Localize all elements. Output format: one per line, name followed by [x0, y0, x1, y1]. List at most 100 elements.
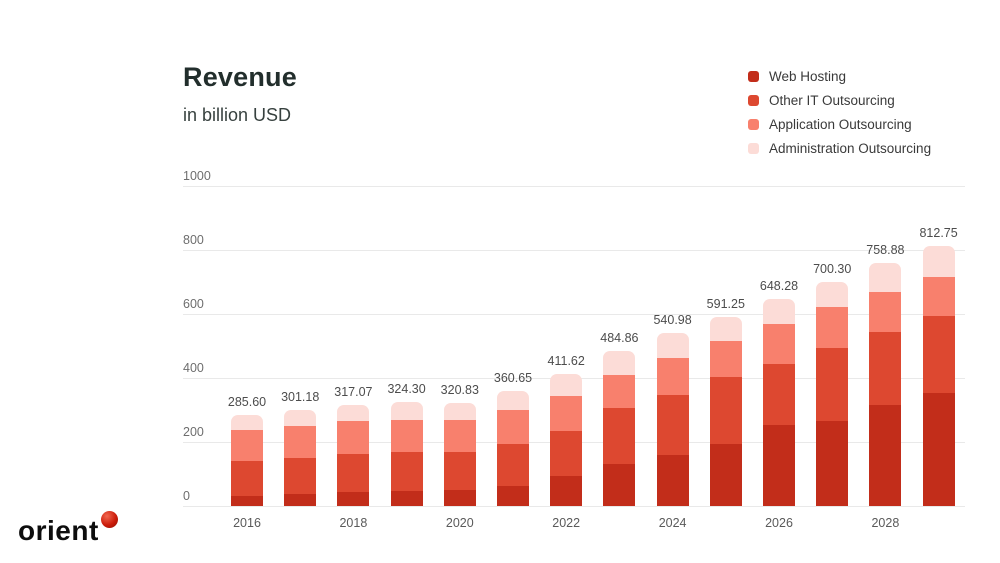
bar-segment-application-outsourcing: [603, 374, 636, 408]
bar-2023: [603, 350, 636, 506]
bar-segment-application-outsourcing: [816, 307, 849, 348]
bar-segment-other-it-outsourcing: [922, 315, 955, 393]
bar-total-label: 540.98: [653, 312, 692, 327]
bar-segment-application-outsourcing: [284, 426, 317, 458]
bar-segment-other-it-outsourcing: [869, 332, 902, 405]
bar-segment-other-it-outsourcing: [709, 377, 742, 444]
bar-2019: [390, 402, 423, 506]
bar-2017: [284, 409, 317, 506]
bar-total-label: 360.65: [493, 370, 533, 385]
bar-segment-other-it-outsourcing: [337, 453, 370, 492]
x-tick-label: 2022: [552, 516, 581, 530]
gridline: [183, 186, 965, 187]
bar-segment-other-it-outsourcing: [816, 347, 849, 421]
bar-total-label: 411.62: [547, 354, 585, 369]
gridline: [183, 314, 965, 315]
bar-total-label: 700.30: [813, 261, 852, 276]
bar-segment-application-outsourcing: [656, 357, 689, 395]
x-tick-label: 2016: [233, 516, 261, 530]
bar-2025: [709, 316, 742, 506]
legend: Web Hosting Other IT Outsourcing Applicati…: [748, 64, 931, 160]
bar-segment-other-it-outsourcing: [390, 451, 423, 491]
bar-segment-administration-outsourcing: [390, 402, 423, 420]
legend-item-administration-outsourcing: Administration Outsourcing: [748, 136, 931, 160]
bar-2020: [443, 403, 476, 506]
bar-total-label: 317.07: [334, 384, 373, 399]
y-tick-label: 400: [183, 361, 204, 375]
legend-item-application-outsourcing: Application Outsourcing: [748, 112, 931, 136]
page-title: Revenue: [183, 62, 297, 92]
legend-label: Other IT Outsourcing: [769, 92, 895, 108]
bar-segment-application-outsourcing: [337, 420, 370, 454]
legend-item-web-hosting: Web Hosting: [748, 64, 931, 88]
legend-swatch-icon: [748, 94, 759, 106]
bar-2029: [922, 245, 955, 506]
bar-segment-administration-outsourcing: [816, 281, 849, 307]
bar-2022: [550, 374, 583, 506]
bar-segment-application-outsourcing: [922, 277, 955, 316]
bar-total-label: 285.60: [227, 394, 267, 409]
bar-segment-web-hosting: [284, 493, 317, 506]
bar-segment-administration-outsourcing: [922, 245, 955, 278]
logo: orient: [18, 511, 118, 545]
bar-segment-other-it-outsourcing: [603, 407, 636, 465]
bar-segment-web-hosting: [816, 420, 849, 506]
bar-segment-other-it-outsourcing: [443, 451, 476, 490]
bar-2021: [497, 390, 529, 506]
bar-segment-web-hosting: [656, 455, 689, 506]
bar-segment-other-it-outsourcing: [763, 363, 795, 426]
y-tick-label: 800: [183, 233, 204, 247]
logo-text: orient: [18, 515, 99, 546]
bar-segment-administration-outsourcing: [497, 390, 529, 411]
bar-segment-web-hosting: [550, 475, 583, 506]
bar-segment-administration-outsourcing: [869, 263, 902, 293]
legend-swatch-icon: [748, 118, 759, 130]
bar-segment-web-hosting: [763, 425, 795, 506]
bar-2027: [816, 281, 849, 506]
bar-segment-web-hosting: [869, 404, 902, 506]
bar-segment-application-outsourcing: [869, 292, 902, 333]
bar-segment-other-it-outsourcing: [550, 430, 583, 476]
page-subtitle: in billion USD: [183, 105, 292, 125]
bar-2024: [656, 332, 689, 506]
y-tick-label: 0: [183, 489, 190, 503]
bar-segment-administration-outsourcing: [550, 374, 583, 397]
bar-segment-administration-outsourcing: [284, 409, 317, 426]
bar-segment-application-outsourcing: [763, 323, 795, 364]
bar-segment-web-hosting: [497, 486, 529, 506]
gridline: [183, 250, 965, 251]
bar-total-label: 320.83: [440, 383, 479, 398]
bar-total-label: 324.30: [387, 382, 426, 397]
x-tick-label: 2026: [765, 516, 793, 530]
bar-segment-other-it-outsourcing: [656, 394, 689, 456]
bar-segment-application-outsourcing: [550, 396, 583, 431]
bar-total-label: 648.28: [759, 278, 799, 293]
bar-segment-administration-outsourcing: [443, 403, 476, 421]
bar-total-label: 301.18: [281, 389, 320, 404]
bar-segment-web-hosting: [922, 392, 955, 506]
bar-total-label: 758.88: [866, 243, 905, 258]
y-tick-label: 600: [183, 297, 204, 311]
bar-total-label: 591.25: [706, 296, 745, 311]
bar-segment-other-it-outsourcing: [231, 461, 263, 496]
x-tick-label: 2024: [658, 516, 687, 530]
legend-label: Application Outsourcing: [769, 116, 912, 132]
bar-segment-administration-outsourcing: [763, 298, 795, 324]
bar-segment-administration-outsourcing: [709, 316, 742, 341]
bar-segment-administration-outsourcing: [603, 350, 636, 375]
x-tick-label: 2020: [445, 516, 474, 530]
legend-swatch-icon: [748, 70, 759, 82]
bar-segment-other-it-outsourcing: [497, 444, 529, 487]
bar-total-label: 812.75: [919, 225, 958, 240]
bar-segment-other-it-outsourcing: [284, 458, 317, 494]
bar-segment-administration-outsourcing: [337, 404, 370, 421]
y-tick-label: 200: [183, 425, 204, 439]
y-tick-label: 1000: [183, 169, 211, 183]
bar-segment-application-outsourcing: [231, 429, 263, 462]
legend-item-other-it-outsourcing: Other IT Outsourcing: [748, 88, 931, 112]
bar-segment-application-outsourcing: [497, 410, 529, 444]
x-tick-label: 2028: [871, 516, 900, 530]
legend-label: Web Hosting: [769, 68, 847, 84]
bar-2018: [337, 404, 370, 506]
